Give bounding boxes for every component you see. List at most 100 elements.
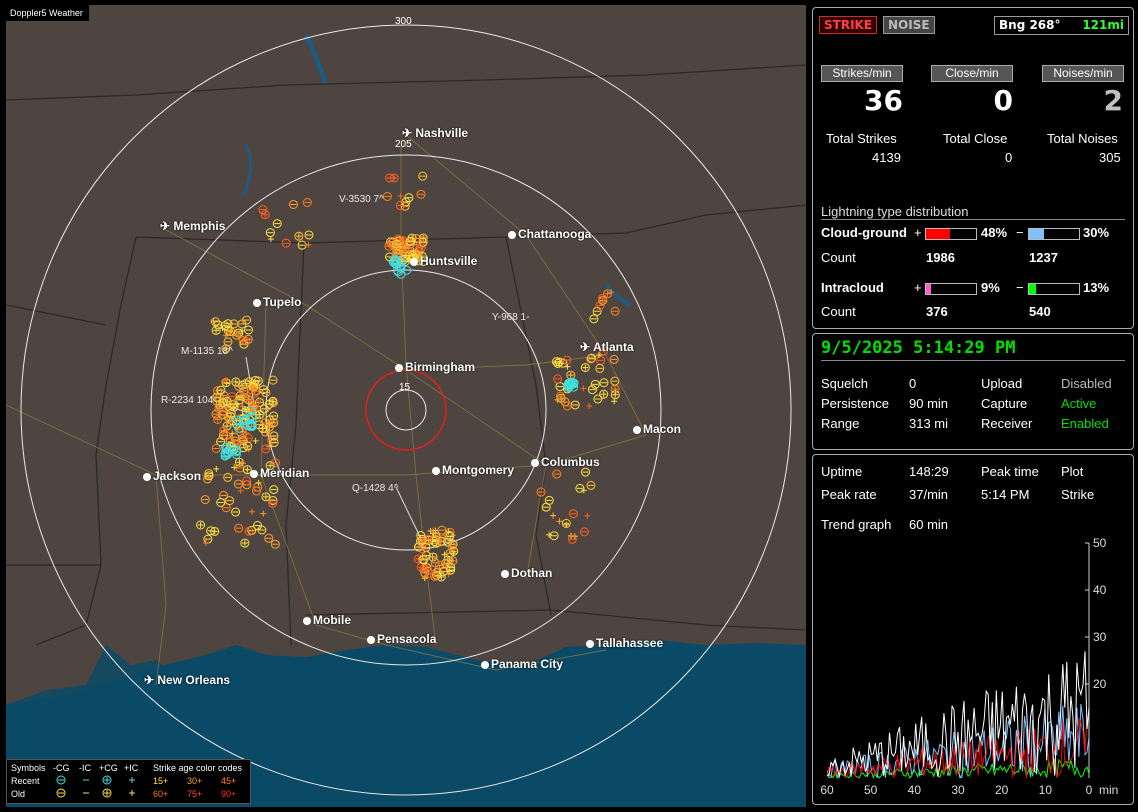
info-cell: Capture — [981, 396, 1028, 411]
city-label: Mobile — [313, 613, 351, 627]
strike-icon — [589, 314, 599, 324]
strike-icon — [265, 405, 272, 412]
strike-icon — [603, 289, 613, 299]
city-name: Meridian — [260, 466, 310, 480]
strike-icon — [414, 542, 424, 552]
strike-icon — [238, 327, 245, 334]
strike-icon — [611, 398, 618, 405]
strike-icon — [567, 534, 577, 544]
city-name: Montgomery — [442, 463, 514, 477]
storm-label-r[interactable]: R-2234 104 — [161, 395, 214, 406]
strike-icon — [586, 403, 593, 410]
legend-col-pos-ic: +IC — [124, 763, 139, 773]
strike-icon — [230, 432, 240, 442]
strike-icon — [610, 376, 620, 386]
city-dot-icon — [508, 231, 516, 239]
strike-icon — [596, 355, 606, 365]
strike-icon — [556, 518, 563, 525]
cg-plus-sign: + — [914, 225, 922, 240]
strike-icon — [243, 325, 253, 335]
info-cell: Range — [821, 416, 860, 431]
strike-icon — [236, 394, 243, 401]
legend-recent-label: Recent — [11, 776, 40, 786]
storm-label-q[interactable]: Q-1428 4^ — [352, 483, 399, 494]
strike-icon — [418, 171, 428, 181]
recent-strike-icon — [395, 257, 405, 267]
strike-icon — [419, 536, 426, 543]
strike-icon — [304, 230, 314, 240]
noises-per-min-button[interactable]: Noises/min — [1042, 65, 1124, 82]
strike-icon — [226, 408, 236, 418]
trend-y-tick-label: 40 — [1093, 583, 1107, 597]
legend-col-pos-cg: +CG — [99, 763, 118, 773]
lightning-map[interactable]: Doppler5 Weather 300 205 15 ✈ Nashville ✈… — [6, 5, 806, 807]
close-per-min-button[interactable]: Close/min — [931, 65, 1013, 82]
city-name: Chattanooga — [518, 227, 592, 241]
strike-icon — [430, 558, 440, 568]
strike-icon — [272, 219, 282, 229]
strike-icon — [405, 236, 415, 246]
legend-age-45: 45+ — [221, 776, 237, 786]
city-label: Pensacola — [377, 632, 436, 646]
strike-icon — [595, 351, 602, 358]
cg-positive-fill — [926, 229, 950, 239]
city-label: Dothan — [511, 566, 552, 580]
strike-icon — [404, 193, 414, 203]
storm-label-m[interactable]: M-1135 18^ — [181, 346, 233, 357]
strikes-per-min-button[interactable]: Strikes/min — [821, 65, 903, 82]
total-strikes-value: 4139 — [872, 150, 901, 165]
ic-positive-bar — [925, 283, 977, 295]
strike-icon — [450, 550, 457, 557]
storm-label-v[interactable]: V-3530 7^ — [339, 194, 384, 205]
strike-icon — [400, 201, 410, 211]
peak-time-label: Peak time — [981, 464, 1039, 479]
plot-value[interactable]: Strike — [1061, 487, 1095, 502]
noise-mode-button[interactable]: NOISE — [883, 16, 935, 34]
strike-icon — [216, 497, 226, 507]
trend-x-tick-label: 50 — [864, 783, 878, 797]
recent-strike-icon — [240, 414, 250, 424]
storm-label-y[interactable]: Y-968 1- — [492, 312, 530, 323]
strike-icon — [243, 441, 253, 451]
city-label: ✈ Memphis — [160, 219, 225, 233]
strike-icon — [196, 520, 206, 530]
recent-strike-icon — [396, 263, 406, 273]
city-name: Memphis — [173, 219, 226, 233]
city-label: ✈ New Orleans — [144, 673, 230, 687]
total-noises-value: 305 — [1099, 150, 1121, 165]
strike-icon — [432, 532, 439, 539]
strike-icon — [288, 199, 298, 209]
strike-icon — [264, 422, 274, 432]
city-dot-icon — [395, 364, 403, 372]
strike-icon — [546, 531, 553, 538]
trend-graph-value[interactable]: 60 min — [909, 517, 949, 532]
trend-trace — [826, 651, 1090, 777]
strike-icon — [445, 528, 452, 535]
strike-icon — [610, 306, 620, 316]
strike-icon — [251, 486, 261, 496]
strike-icon — [265, 228, 275, 238]
strike-icon — [562, 355, 572, 365]
bearing-distance: 121mi — [1082, 18, 1124, 32]
strike-icon — [281, 238, 291, 248]
strike-icon — [211, 325, 221, 335]
strike-icon — [269, 485, 279, 495]
strike-icon — [223, 337, 233, 347]
recent-strike-icon — [247, 420, 257, 430]
strike-icon — [391, 239, 401, 249]
strike-icon — [402, 244, 409, 251]
strike-icon — [239, 403, 246, 410]
strike-icon — [397, 193, 404, 200]
strike-icon — [416, 243, 426, 253]
strike-icon — [237, 319, 247, 329]
strike-icon — [448, 556, 458, 566]
strike-mode-button[interactable]: STRIKE — [819, 16, 878, 34]
uptime-value: 148:29 — [909, 464, 949, 479]
plot-label[interactable]: Plot — [1061, 464, 1084, 479]
strike-icon — [226, 327, 236, 337]
strike-icon — [270, 539, 280, 549]
strike-icon — [580, 467, 590, 477]
strike-icon — [598, 294, 608, 304]
strike-icon — [264, 533, 274, 543]
strike-icon — [252, 437, 259, 444]
